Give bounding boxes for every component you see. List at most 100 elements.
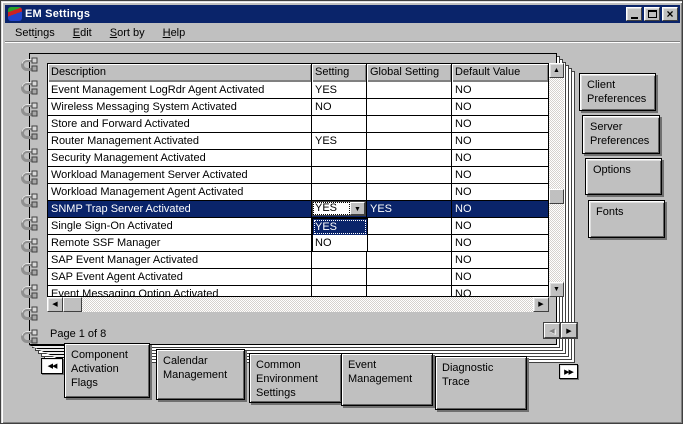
cell-setting[interactable] [312, 269, 367, 285]
cell-default-value[interactable]: NO [455, 169, 472, 181]
scroll-down-icon[interactable]: ▼ [549, 282, 564, 297]
table-row[interactable]: Remote SSF Manager NO [48, 235, 548, 252]
cell-setting[interactable] [312, 116, 367, 132]
cell-description[interactable]: SNMP Trap Server Activated [48, 201, 312, 217]
horizontal-scrollbar-thumb[interactable] [63, 297, 82, 312]
cell-setting[interactable] [312, 184, 367, 200]
table-row[interactable]: Wireless Messaging System Activated NO NO [48, 99, 548, 116]
table-row[interactable]: Workload Management Agent Activated NO [48, 184, 548, 201]
vertical-scrollbar-thumb[interactable] [549, 189, 564, 204]
cell-setting[interactable]: YES [312, 82, 367, 98]
fonts-button[interactable]: Fonts [588, 200, 665, 238]
cell-description[interactable]: Event Management LogRdr Agent Activated [48, 82, 312, 98]
scroll-left-icon[interactable]: ◀ [47, 297, 63, 312]
menu-item-help[interactable]: Help [162, 26, 186, 39]
cell-global-setting[interactable] [367, 218, 452, 234]
cell-global-setting[interactable] [367, 286, 452, 296]
cell-description[interactable]: Security Management Activated [48, 150, 312, 166]
cell-global-setting[interactable]: YES [367, 201, 452, 217]
tabs-scroll-left-icon[interactable]: ◀◀ [41, 358, 63, 374]
cell-default-value[interactable]: NO [455, 152, 472, 164]
cell-global-setting[interactable] [367, 99, 452, 115]
menu-item-settings[interactable]: Settings [15, 26, 55, 39]
cell-default-value[interactable]: NO [455, 220, 472, 232]
cell-default-value[interactable]: NO [455, 254, 472, 266]
cell-description[interactable]: Router Management Activated [48, 133, 312, 149]
scroll-right-icon[interactable]: ▶ [533, 297, 549, 312]
horizontal-scrollbar[interactable]: ◀ ▶ [47, 297, 549, 312]
close-button[interactable]: × [662, 7, 678, 21]
cell-description[interactable]: Event Messaging Option Activated [48, 286, 312, 296]
cell-default-value[interactable]: NO [455, 118, 472, 130]
cell-description[interactable]: Remote SSF Manager [48, 235, 312, 251]
cell-description[interactable]: Workload Management Agent Activated [48, 184, 312, 200]
minimize-button[interactable] [626, 7, 642, 21]
cell-description[interactable]: Wireless Messaging System Activated [48, 99, 312, 115]
cell-global-setting[interactable] [367, 133, 452, 149]
cell-setting[interactable]: NO [312, 99, 367, 115]
column-header-default-value[interactable]: Default Value [452, 64, 548, 82]
previous-page-icon[interactable]: ◀ [544, 323, 560, 338]
cell-description[interactable]: SAP Event Agent Activated [48, 269, 312, 285]
cell-setting[interactable]: YES [312, 133, 367, 149]
column-header-description[interactable]: Description [48, 64, 312, 82]
menu-item-sort-by[interactable]: Sort by [109, 26, 145, 39]
table-row[interactable]: Event Messaging Option Activated NO [48, 286, 548, 297]
dropdown-option-yes[interactable]: YES [313, 219, 367, 235]
cell-description[interactable]: Store and Forward Activated [48, 116, 312, 132]
column-header-global-setting[interactable]: Global Setting [367, 64, 452, 82]
table-row[interactable]: Store and Forward Activated NO [48, 116, 548, 133]
table-row[interactable]: SAP Event Manager Activated NO [48, 252, 548, 269]
table-row[interactable]: Security Management Activated NO [48, 150, 548, 167]
next-page-icon[interactable]: ▶ [561, 323, 577, 338]
cell-default-value[interactable]: NO [455, 186, 472, 198]
cell-description[interactable]: Single Sign-On Activated [48, 218, 312, 234]
column-header-setting[interactable]: Setting [312, 64, 367, 82]
cell-setting[interactable] [312, 150, 367, 166]
cell-global-setting[interactable] [367, 184, 452, 200]
table-row[interactable]: Single Sign-On Activated NO [48, 218, 548, 235]
cell-global-setting[interactable] [367, 252, 452, 268]
cell-global-setting[interactable] [367, 269, 452, 285]
cell-default-value[interactable]: NO [455, 288, 472, 297]
tab-diagnostic-trace[interactable]: Diagnostic Trace [435, 356, 527, 410]
options-button[interactable]: Options [585, 158, 662, 195]
table-row[interactable]: Router Management Activated YES NO [48, 133, 548, 150]
combobox-value[interactable]: YES [313, 202, 350, 215]
dropdown-option-no[interactable]: NO [313, 235, 367, 251]
cell-default-value[interactable]: NO [455, 101, 472, 113]
server-preferences-button[interactable]: Server Preferences [582, 115, 660, 154]
client-preferences-button[interactable]: Client Preferences [579, 73, 656, 111]
table-row[interactable]: Event Management LogRdr Agent Activated Y… [48, 82, 548, 99]
cell-global-setting[interactable] [367, 150, 452, 166]
tab-event-management[interactable]: Event Management [341, 353, 433, 406]
cell-global-setting[interactable] [367, 116, 452, 132]
table-row[interactable]: Workload Management Server Activated NO [48, 167, 548, 184]
vertical-scrollbar[interactable]: ▲ ▼ [549, 63, 564, 297]
cell-setting[interactable]: YES ▼ [312, 201, 367, 217]
cell-default-value[interactable]: NO [455, 84, 472, 96]
cell-description[interactable]: SAP Event Manager Activated [48, 252, 312, 268]
cell-global-setting[interactable] [367, 82, 452, 98]
cell-global-setting[interactable] [367, 235, 452, 251]
combobox-dropdown-icon[interactable]: ▼ [350, 202, 365, 215]
tabs-scroll-right-icon[interactable]: ▶▶ [559, 364, 578, 379]
tab-calendar-management[interactable]: Calendar Management [156, 349, 245, 400]
cell-global-setting[interactable] [367, 167, 452, 183]
scroll-up-icon[interactable]: ▲ [549, 63, 564, 78]
table-row[interactable]: SAP Event Agent Activated NO [48, 269, 548, 286]
menu-item-edit[interactable]: Edit [72, 26, 92, 39]
table-row[interactable]: SNMP Trap Server Activated YES ▼ YES NO [48, 201, 548, 218]
maximize-button[interactable] [644, 7, 660, 21]
cell-default-value[interactable]: NO [455, 271, 472, 283]
tab-component-activation-flags[interactable]: Component Activation Flags [64, 343, 150, 398]
tab-common-environment-settings[interactable]: Common Environment Settings [249, 353, 342, 403]
cell-default-value[interactable]: NO [455, 135, 472, 147]
cell-default-value[interactable]: NO [452, 201, 548, 217]
setting-combobox[interactable]: YES ▼ [312, 201, 366, 216]
cell-default-value[interactable]: NO [455, 237, 472, 249]
cell-description[interactable]: Workload Management Server Activated [48, 167, 312, 183]
cell-setting[interactable] [312, 252, 367, 268]
cell-setting[interactable] [312, 286, 367, 296]
cell-setting[interactable] [312, 167, 367, 183]
